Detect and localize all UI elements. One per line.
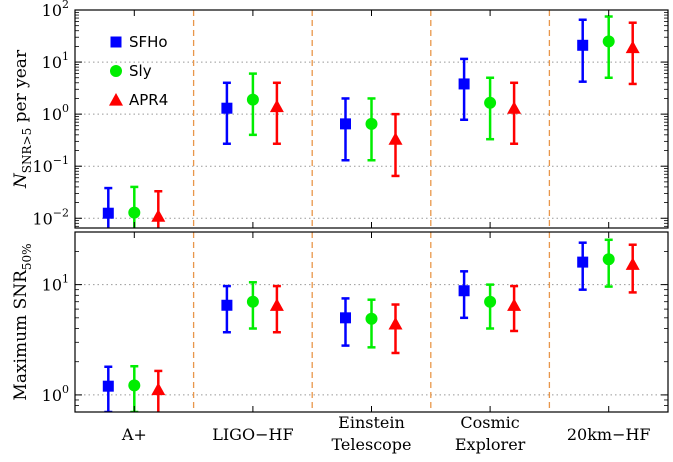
- data-point-apr4: [625, 257, 640, 270]
- legend-marker: [110, 36, 122, 48]
- top-panel: 10−2 10−1 100 101 102 NSNR>5 per year: [11, 0, 669, 229]
- data-points: [102, 15, 640, 228]
- data-point-sfho: [577, 39, 589, 51]
- legend-item-apr4: APR4: [109, 91, 168, 109]
- data-point-sfho: [102, 207, 114, 219]
- y-tick-label: 102: [42, 0, 69, 20]
- data-point-sly: [246, 93, 259, 106]
- legend-label: Sly: [129, 62, 152, 80]
- data-point-apr4: [507, 298, 522, 311]
- plot-frame: [74, 9, 669, 229]
- legend-marker: [109, 93, 123, 106]
- data-point-sly: [246, 295, 259, 308]
- data-point-apr4: [269, 298, 284, 311]
- y-axis-title: NSNR>5 per year: [11, 49, 34, 189]
- data-point-sfho: [577, 256, 589, 268]
- data-point-sly: [602, 35, 615, 48]
- data-point-sly: [128, 206, 141, 219]
- data-point-sfho: [221, 102, 233, 114]
- legend-marker: [110, 65, 122, 77]
- y-tick-label: 10−1: [32, 154, 69, 176]
- category-label: Explorer: [455, 435, 526, 454]
- data-point-sly: [365, 117, 378, 130]
- data-point-sly: [128, 379, 141, 392]
- data-point-sfho: [458, 285, 470, 297]
- legend-label: APR4: [129, 91, 168, 109]
- data-point-sfho: [340, 312, 351, 324]
- data-point-sfho: [340, 118, 351, 130]
- y-tick-label: 10−2: [32, 206, 69, 228]
- category-label: A+: [121, 425, 147, 444]
- plot-frame: [74, 231, 669, 413]
- data-point-apr4: [269, 99, 284, 113]
- category-label: LIGO−HF: [212, 425, 293, 444]
- data-point-apr4: [507, 101, 522, 114]
- y-tick-label: 101: [42, 273, 69, 295]
- category-label: Telescope: [332, 435, 412, 454]
- data-point-sfho: [458, 78, 470, 90]
- data-point-sly: [484, 96, 497, 109]
- y-tick-label: 101: [42, 50, 69, 72]
- data-point-sly: [602, 253, 615, 266]
- data-point-sfho: [102, 380, 114, 392]
- data-point-apr4: [151, 382, 166, 396]
- legend-item-sfho: SFHo: [110, 33, 168, 51]
- minor-ticks: [75, 11, 668, 227]
- category-labels: A+ LIGO−HF Einstein Telescope Cosmic Explorer…: [121, 413, 651, 454]
- data-points: [102, 238, 640, 412]
- data-point-sly: [484, 295, 497, 308]
- bottom-panel: 100 101 Maximum SNR50%: [11, 231, 669, 413]
- y-tick-label: 100: [42, 383, 69, 405]
- data-point-sly: [365, 312, 378, 325]
- category-label: 20km−HF: [567, 425, 651, 444]
- data-point-apr4: [151, 209, 166, 222]
- legend-item-sly: Sly: [110, 62, 152, 80]
- data-point-sfho: [221, 299, 233, 311]
- legend-label: SFHo: [129, 33, 168, 51]
- data-point-apr4: [388, 132, 403, 145]
- data-point-apr4: [388, 316, 403, 330]
- legend: SFHo Sly APR4: [109, 33, 168, 109]
- category-label: Cosmic: [460, 413, 519, 432]
- data-point-apr4: [625, 40, 640, 54]
- category-label: Einstein: [338, 413, 405, 432]
- y-axis-title: Maximum SNR50%: [11, 243, 34, 400]
- y-tick-label: 100: [42, 102, 69, 124]
